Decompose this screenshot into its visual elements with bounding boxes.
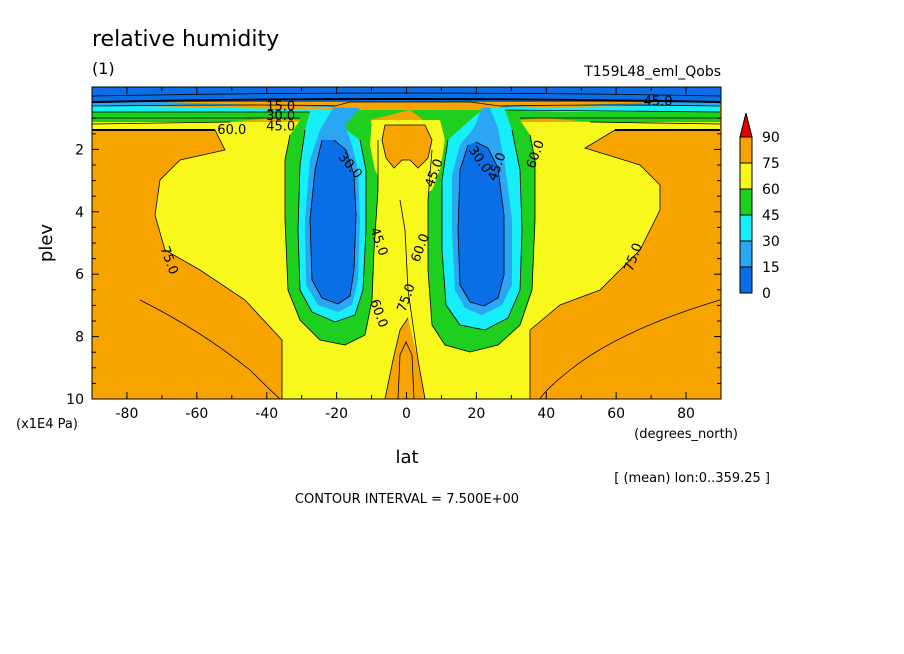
y-tick-label: 2 [75,142,84,158]
x-tick-label: 20 [467,406,485,422]
contour-label: 30.0 [266,109,295,124]
x-tick-labels: -80 -60 -40 -20 0 20 40 60 80 [116,406,695,422]
contour-line [457,141,505,307]
color-legend: 90 75 60 45 30 15 0 [739,112,780,302]
x-axis-label: lat [395,447,418,468]
legend-swatch-75 [739,136,753,164]
contour-line [529,129,720,399]
contour-line [381,124,433,169]
band-75-90-top-center [382,125,432,168]
x-tick-label: -40 [255,406,278,422]
y-tick-label: 10 [66,392,84,408]
band-60-75 [92,122,720,399]
contour-plot [92,87,721,399]
band-0-15-top [92,87,721,102]
contour-line [139,299,281,399]
y-tick-label: 8 [75,330,84,346]
contour-line-thick [92,98,721,103]
x-tick-label: -80 [116,406,139,422]
x-tick-label: 40 [537,406,555,422]
x-tick-label: 0 [402,406,411,422]
band-0-15-left [310,140,356,304]
contour-interval: CONTOUR INTERVAL = 7.500E+00 [295,492,519,507]
y-tick-label: 6 [75,267,84,283]
legend-label: 90 [762,130,780,146]
y-unit: (x1E4 Pa) [16,417,78,432]
run-label: T159L48_eml_Qobs [583,64,721,80]
legend-swatch-30 [739,214,753,242]
contour-line [397,341,415,399]
contour-line [539,299,721,399]
contour-line [384,199,426,399]
contour-line [441,129,523,331]
legend-swatch-0 [739,266,753,294]
y-tick-labels: 2 4 6 8 10 [66,142,84,408]
band-0-15-right [458,142,504,306]
contour-lines [92,92,721,399]
y-axis-label: plev [36,224,57,263]
contour-line [92,129,283,399]
axis-ticks [91,86,722,400]
legend-label: 60 [762,182,780,198]
legend-swatch-15 [739,240,753,268]
contour-label: 15.0 [266,99,295,114]
legend-label: 0 [762,286,771,302]
thick-contours [92,98,721,131]
y-tick-label: 4 [75,205,84,221]
contour-line [297,129,367,323]
legend-labels: 90 75 60 45 30 15 0 [762,130,780,302]
contour-label: 60.0 [217,123,246,138]
contour-label: 45.0 [644,95,673,110]
legend-swatch-60 [739,162,753,190]
contour-label: 45.0 [266,120,295,135]
contour-line [309,139,357,305]
contour-line [92,109,721,113]
contour-line [92,92,721,97]
legend-swatch-45 [739,188,753,216]
contour-line [284,134,379,346]
legend-label: 75 [762,156,780,172]
x-tick-label: 80 [677,406,695,422]
legend-label: 30 [762,234,780,250]
x-tick-label: -60 [185,406,208,422]
chart-title: relative humidity [92,27,279,52]
mean-note: [ (mean) lon:0..359.25 ] [614,471,770,486]
panel-label: (1) [92,59,115,78]
contour-line [92,121,721,125]
x-unit: (degrees_north) [634,427,738,442]
legend-arrow [739,112,753,138]
x-tick-label: 60 [607,406,625,422]
contour-line [427,134,536,353]
contour-line [92,101,721,107]
legend-label: 45 [762,208,780,224]
x-tick-label: -20 [325,406,348,422]
legend-label: 15 [762,260,780,276]
